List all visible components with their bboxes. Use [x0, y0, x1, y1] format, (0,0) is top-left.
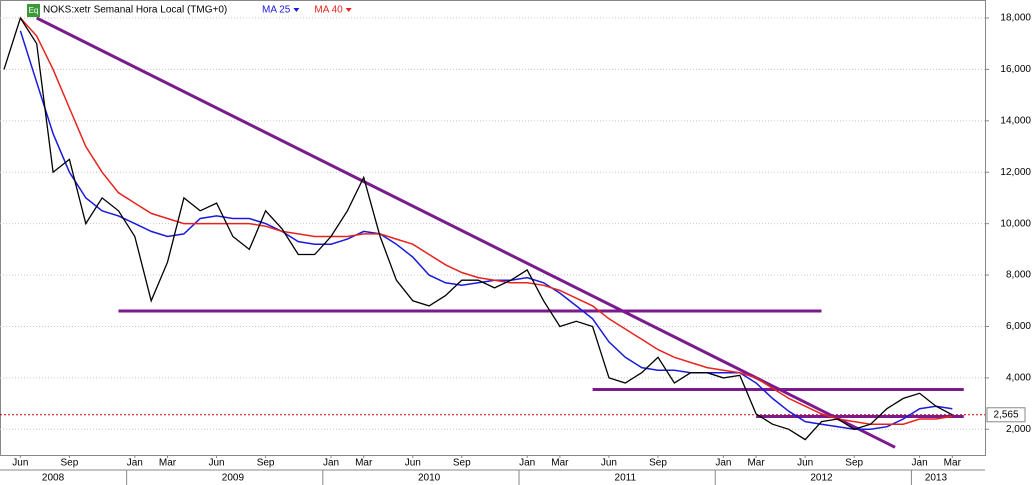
x-tick-label: Mar: [551, 458, 569, 469]
x-tick-label: Sep: [649, 458, 667, 469]
series-line: [19, 17, 953, 425]
last-value-label: 2,565: [993, 409, 1018, 420]
y-tick-label: 8,000: [1006, 270, 1031, 281]
x-tick-label: Sep: [257, 458, 275, 469]
legend-label: MA 25: [262, 5, 291, 16]
y-tick-label: 16,000: [1000, 64, 1031, 75]
plot-frame: [0, 0, 986, 456]
y-tick-label: 4,000: [1006, 373, 1031, 384]
x-tick-label: Jun: [405, 458, 421, 469]
last-value-box: [986, 407, 1026, 423]
x-tick-label: Jan: [127, 458, 143, 469]
x-tick-label: Jun: [12, 458, 28, 469]
year-label: 2013: [925, 473, 948, 484]
legend-label: MA 40: [314, 5, 343, 16]
legend-arrow: [345, 8, 352, 12]
badge: [27, 4, 40, 17]
x-tick-label: Sep: [845, 458, 863, 469]
year-label: 2008: [42, 473, 65, 484]
chart-title: NOKS:xetr Semanal Hora Local (TMG+0): [43, 5, 227, 16]
y-tick-label: 2,000: [1006, 424, 1031, 435]
series-line: [19, 30, 953, 431]
x-tick-label: Jun: [601, 458, 617, 469]
x-tick-label: Jan: [519, 458, 535, 469]
badge-text: Eq: [29, 6, 39, 15]
y-tick-label: 12,000: [1000, 167, 1031, 178]
x-tick-label: Sep: [453, 458, 471, 469]
x-tick-label: Mar: [159, 458, 177, 469]
series-line: [3, 16, 953, 441]
x-tick-label: Mar: [747, 458, 765, 469]
year-label: 2010: [418, 473, 441, 484]
y-tick-label: 14,000: [1000, 115, 1031, 126]
year-label: 2011: [615, 473, 637, 484]
x-tick-label: Jan: [715, 458, 731, 469]
x-tick-label: Mar: [944, 458, 962, 469]
y-tick-label: 18,000: [1000, 13, 1031, 24]
x-tick-label: Jan: [912, 458, 928, 469]
x-tick-label: Jun: [208, 458, 224, 469]
legend-arrow: [293, 8, 300, 12]
y-tick-label: 10,000: [1000, 218, 1031, 229]
trend-line: [36, 16, 896, 449]
x-tick-label: Jun: [797, 458, 813, 469]
x-tick-label: Sep: [61, 458, 79, 469]
year-label: 2009: [222, 473, 245, 484]
x-tick-label: Jan: [323, 458, 339, 469]
x-tick-label: Mar: [355, 458, 373, 469]
y-tick-label: 6,000: [1006, 321, 1031, 332]
year-label: 2012: [810, 473, 833, 484]
